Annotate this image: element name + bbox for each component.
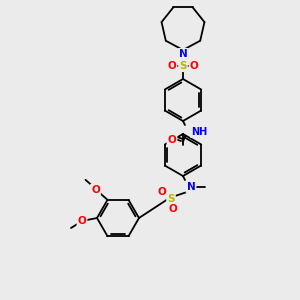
Text: O: O [169, 204, 177, 214]
Text: O: O [78, 216, 86, 226]
Text: S: S [179, 61, 187, 71]
Text: O: O [168, 61, 176, 71]
Text: N: N [178, 49, 188, 59]
Text: S: S [167, 194, 175, 204]
Text: O: O [158, 187, 166, 197]
Text: NH: NH [191, 127, 207, 137]
Text: O: O [190, 61, 198, 71]
Text: O: O [168, 135, 176, 145]
Text: O: O [91, 185, 100, 195]
Text: N: N [187, 182, 195, 192]
